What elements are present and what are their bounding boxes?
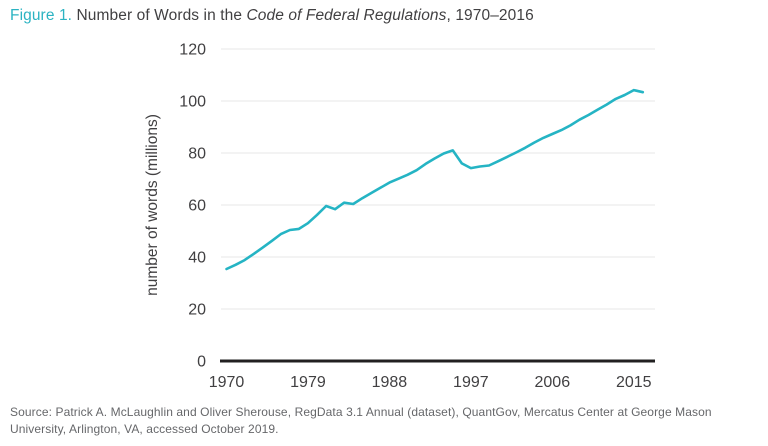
y-tick-label: 60: [188, 198, 206, 215]
y-tick-label: 40: [188, 250, 206, 267]
cfr-words-line: [225, 88, 645, 271]
x-tick-label: 1988: [372, 374, 408, 391]
figure-title: Figure 1. Number of Words in the Code of…: [10, 7, 534, 25]
source-note: Source: Patrick A. McLaughlin and Oliver…: [10, 405, 712, 436]
line-chart: 0 20 40 60 80 100 120 1970 1979 1988 1997 2006 2015 n…: [144, 42, 655, 391]
y-axis-title: number of words (millions): [144, 114, 161, 296]
figure-title-text: Number of Words in the: [72, 7, 247, 24]
y-tick-label: 20: [188, 302, 206, 319]
y-tick-label: 0: [197, 354, 206, 371]
x-tick-label: 2006: [535, 374, 571, 391]
figure-number-label: Figure 1.: [10, 7, 73, 24]
x-tick-label: 1970: [209, 374, 245, 391]
x-tick-label: 2015: [616, 374, 652, 391]
figure-title-suffix: , 1970–2016: [446, 7, 534, 24]
y-tick-label: 120: [179, 42, 206, 59]
x-tick-label: 1997: [453, 374, 489, 391]
y-tick-label: 80: [188, 146, 206, 163]
y-tick-label: 100: [179, 94, 206, 111]
x-tick-label: 1979: [290, 374, 326, 391]
figure-title-italic: Code of Federal Regulations: [246, 7, 447, 24]
